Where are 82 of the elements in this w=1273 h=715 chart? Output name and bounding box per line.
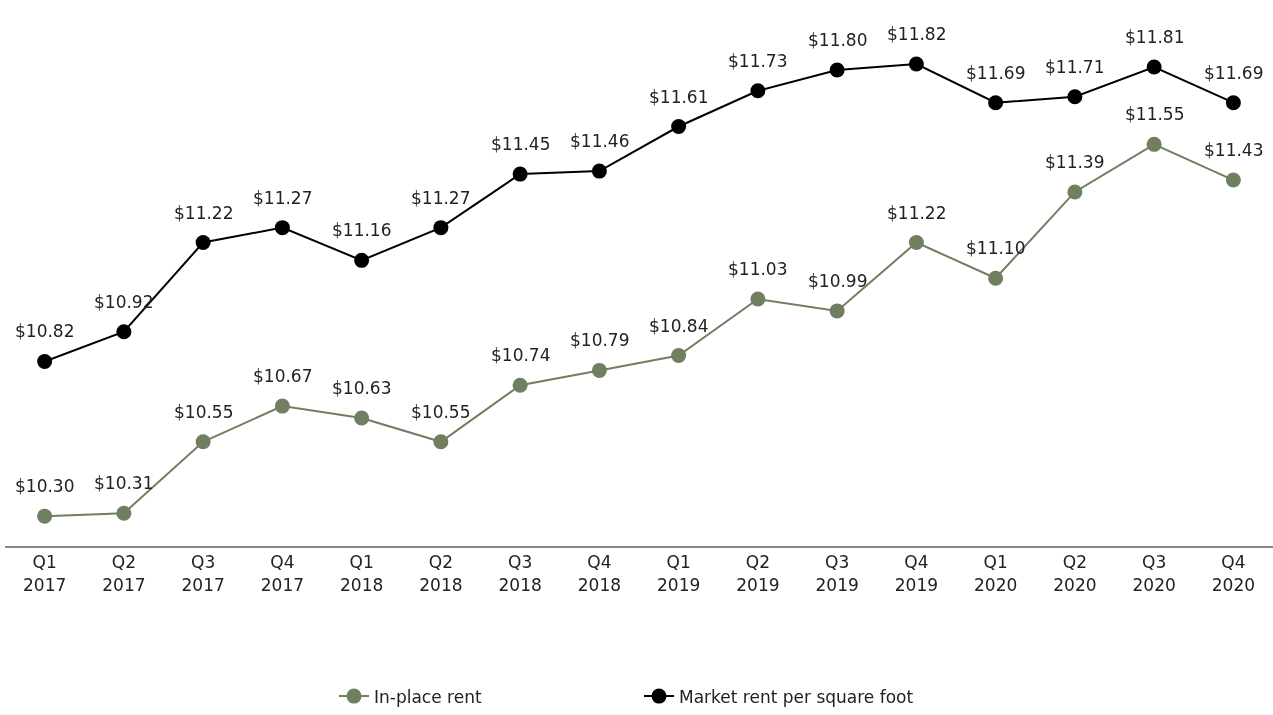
point xyxy=(591,362,607,378)
x-tick-label: Q1 2019 xyxy=(657,552,701,595)
data-label: $10.79 xyxy=(570,330,630,350)
data-label: $11.81 xyxy=(1125,27,1185,47)
point xyxy=(37,508,53,524)
data-label: $10.74 xyxy=(491,345,551,365)
point xyxy=(195,235,211,250)
point xyxy=(195,434,211,450)
data-label: $11.03 xyxy=(728,259,788,279)
x-tick-label: Q1 2020 xyxy=(974,552,1018,595)
data-label: $10.55 xyxy=(174,402,234,422)
data-label: $10.99 xyxy=(808,271,868,291)
x-tick-label: Q3 2020 xyxy=(1132,552,1176,595)
data-label: $11.16 xyxy=(332,220,392,240)
x-tick-label: Q4 2018 xyxy=(577,552,622,595)
point xyxy=(274,220,290,236)
point xyxy=(671,348,687,364)
data-label: $11.22 xyxy=(887,203,947,223)
data-label: $11.80 xyxy=(808,30,868,50)
data-label: $11.27 xyxy=(411,188,471,208)
point xyxy=(116,324,132,340)
data-label: $11.73 xyxy=(728,51,788,71)
point xyxy=(988,95,1004,111)
x-tick-label: Q2 2017 xyxy=(102,552,146,595)
data-label: $10.63 xyxy=(332,378,392,398)
point xyxy=(1146,59,1162,75)
point xyxy=(512,377,528,393)
point xyxy=(354,410,370,426)
point xyxy=(1146,136,1162,152)
data-label: $11.55 xyxy=(1125,104,1185,124)
data-label: $11.69 xyxy=(1204,63,1264,83)
point xyxy=(908,235,924,250)
data-label: $11.39 xyxy=(1045,152,1105,172)
point xyxy=(1067,89,1083,105)
data-label: $10.67 xyxy=(253,366,313,386)
x-tick-label: Q2 2020 xyxy=(1053,552,1097,595)
x-tick-label: Q3 2019 xyxy=(815,552,859,595)
x-tick-label: Q2 2018 xyxy=(419,552,463,595)
point xyxy=(829,303,845,319)
x-tick-label: Q4 2019 xyxy=(894,552,939,595)
point xyxy=(591,163,607,179)
point xyxy=(750,291,766,307)
data-label: $11.10 xyxy=(966,238,1026,258)
x-tick-label: Q1 2018 xyxy=(340,552,384,595)
point xyxy=(433,220,449,236)
point xyxy=(671,119,687,134)
data-label: $10.84 xyxy=(649,316,709,336)
data-label: $11.71 xyxy=(1045,57,1105,77)
point xyxy=(1225,172,1241,188)
point xyxy=(1225,95,1241,111)
data-label: $11.82 xyxy=(887,24,947,44)
point xyxy=(988,270,1004,286)
point xyxy=(274,398,290,414)
x-tick-label: Q3 2017 xyxy=(181,552,225,595)
data-label: $11.27 xyxy=(253,188,313,208)
point xyxy=(908,56,924,72)
data-label: $11.61 xyxy=(649,87,709,107)
x-tick-label: Q4 2020 xyxy=(1211,552,1256,595)
data-label: $11.69 xyxy=(966,63,1026,83)
point xyxy=(37,353,53,369)
data-label: $10.92 xyxy=(94,292,154,312)
legend-label: Market rent per square foot xyxy=(679,686,914,707)
data-label: $10.82 xyxy=(15,321,75,341)
point xyxy=(512,166,528,182)
point xyxy=(1067,184,1083,200)
data-label: $11.43 xyxy=(1204,140,1264,160)
x-tick-label: Q2 2019 xyxy=(736,552,780,595)
point xyxy=(116,505,132,521)
point xyxy=(829,62,845,78)
data-label: $10.55 xyxy=(411,402,471,422)
x-tick-label: Q1 2017 xyxy=(23,552,67,595)
data-label: $11.22 xyxy=(174,203,234,223)
x-tick-label: Q3 2018 xyxy=(498,552,542,595)
legend-label: In-place rent xyxy=(374,686,482,707)
data-label: $10.31 xyxy=(94,473,154,493)
data-label: $11.46 xyxy=(570,131,630,151)
point xyxy=(750,83,766,99)
data-label: $11.45 xyxy=(491,134,551,154)
x-tick-label: Q4 2017 xyxy=(260,552,305,595)
point xyxy=(433,434,449,450)
point xyxy=(354,252,370,268)
data-label: $10.30 xyxy=(15,476,75,496)
